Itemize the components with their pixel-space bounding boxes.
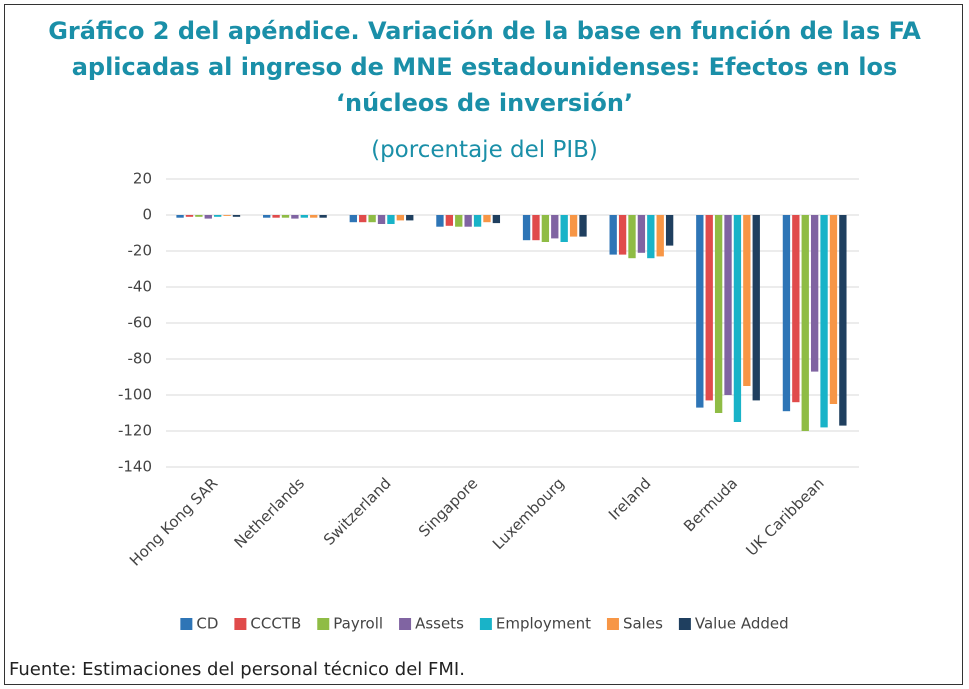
x-tick-label: Netherlands [231, 474, 309, 552]
bar [733, 215, 742, 422]
bar [281, 215, 290, 218]
bar [473, 215, 482, 227]
bar [656, 215, 664, 257]
bar [455, 215, 463, 227]
chart-subtitle: (porcentaje del PIB) [371, 137, 598, 163]
bar [792, 215, 800, 403]
x-tick-label: Luxembourg [489, 474, 568, 553]
chart-frame: Gráfico 2 del apéndice. Variación de la … [4, 4, 963, 685]
legend-swatch [678, 618, 691, 630]
bar [647, 215, 655, 259]
legend-label: CCCTB [250, 615, 301, 633]
bar [445, 215, 454, 226]
x-tick-label: Ireland [605, 474, 654, 523]
bar [223, 215, 231, 216]
legend-swatch [399, 618, 412, 630]
x-tick-label: Hong Kong SAR [126, 474, 221, 569]
bar [569, 215, 578, 237]
bar [637, 215, 646, 253]
x-tick-label: Switzerland [320, 474, 395, 549]
bar [705, 215, 713, 401]
legend-swatch [479, 618, 492, 630]
bar [436, 215, 444, 227]
bar [492, 215, 501, 224]
bar [368, 215, 376, 223]
bar [618, 215, 627, 255]
bar [532, 215, 540, 241]
bar [483, 215, 491, 223]
bar [377, 215, 386, 224]
y-tick-label: 20 [133, 170, 152, 188]
legend-swatch [234, 618, 247, 630]
bar [628, 215, 636, 259]
legend-label: Payroll [333, 615, 383, 633]
bar [560, 215, 568, 242]
bar [752, 215, 760, 401]
bar [176, 215, 184, 218]
y-tick-label: -40 [128, 278, 153, 296]
y-tick-label: -20 [128, 242, 153, 260]
bar [609, 215, 617, 255]
bar [743, 215, 751, 386]
bar [232, 215, 241, 217]
y-tick-label: -100 [118, 386, 152, 404]
y-tick-label: -140 [118, 458, 152, 476]
bar [300, 215, 308, 218]
bar [359, 215, 367, 223]
bar [387, 215, 395, 224]
bar [829, 215, 838, 404]
bar [185, 215, 194, 217]
bar [541, 215, 550, 242]
legend-label: Assets [415, 615, 464, 633]
bar [319, 215, 327, 218]
bar [263, 215, 271, 218]
legend-swatch [317, 618, 330, 630]
y-tick-label: -80 [128, 350, 153, 368]
x-tick-label: Bermuda [680, 474, 741, 535]
bar [782, 215, 791, 412]
bar [551, 215, 559, 239]
bar [665, 215, 674, 246]
source-note: Fuente: Estimaciones del personal técnic… [9, 659, 465, 680]
legend-label: Employment [496, 615, 591, 633]
y-tick-label: -60 [128, 314, 153, 332]
bar [291, 215, 299, 219]
legend-label: CD [196, 615, 218, 633]
legend-swatch [180, 618, 193, 630]
bar [310, 215, 318, 218]
bar [724, 215, 732, 395]
bar [579, 215, 587, 237]
bar [714, 215, 723, 413]
bar [349, 215, 357, 223]
bar [204, 215, 212, 219]
bar [406, 215, 414, 221]
bar [696, 215, 704, 408]
bar [214, 215, 222, 217]
x-tick-label: UK Caribbean [742, 474, 827, 559]
bar [396, 215, 405, 221]
x-tick-label: Singapore [415, 474, 481, 540]
legend-swatch [606, 618, 619, 630]
y-tick-label: -120 [118, 422, 152, 440]
legend-label: Sales [623, 615, 663, 633]
bar [810, 215, 819, 372]
bar [522, 215, 531, 241]
bar [839, 215, 847, 426]
y-tick-label: 0 [142, 206, 152, 224]
bar [195, 215, 203, 217]
legend-label: Value Added [695, 615, 789, 633]
chart-title: Gráfico 2 del apéndice. Variación de la … [48, 17, 921, 117]
bar [272, 215, 280, 218]
bar [464, 215, 472, 227]
bar [820, 215, 828, 428]
bar [801, 215, 809, 431]
